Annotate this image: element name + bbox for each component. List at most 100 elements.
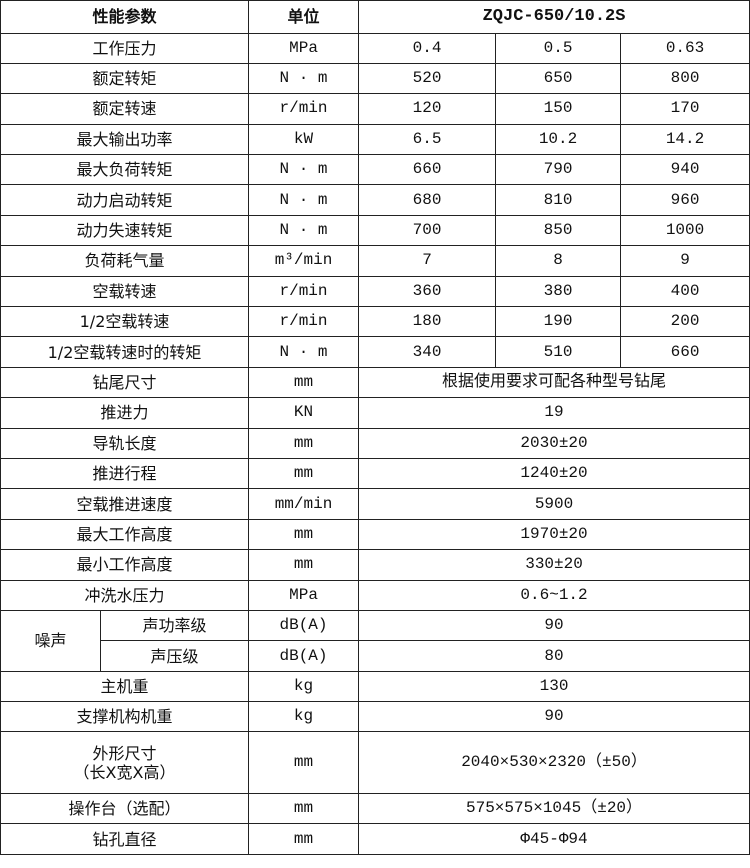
value-cell: 0.4 xyxy=(358,32,497,64)
value-cell: 90 xyxy=(358,609,750,642)
value-cell: 700 xyxy=(358,214,497,247)
unit-cell: MPa xyxy=(248,32,360,64)
param-label: 最大工作高度 xyxy=(0,518,250,551)
table-row: 工作压力 MPa 0.4 0.5 0.63 xyxy=(0,32,750,64)
param-label: 推进力 xyxy=(0,397,250,429)
unit-cell: dB(A) xyxy=(248,609,360,642)
value-cell: 200 xyxy=(620,306,750,338)
value-cell: 790 xyxy=(495,154,622,186)
unit-cell: mm/min xyxy=(248,488,360,520)
value-cell: 510 xyxy=(495,336,622,368)
header-model: ZQJC-650/10.2S xyxy=(358,0,750,34)
value-cell: 2030±20 xyxy=(358,427,750,459)
param-label: 1/2空载转速时的转矩 xyxy=(0,336,250,368)
value-cell: 120 xyxy=(358,93,497,125)
table-row: 空载转速 r/min 360 380 400 xyxy=(0,275,750,308)
value-cell: 380 xyxy=(495,275,622,308)
param-label: 额定转速 xyxy=(0,93,250,125)
unit-cell: r/min xyxy=(248,93,360,125)
unit-cell: mm xyxy=(248,731,360,794)
unit-cell: N · m xyxy=(248,214,360,247)
table-row: 最小工作高度 mm 330±20 xyxy=(0,549,750,581)
table-row: 推进力 KN 19 xyxy=(0,397,750,429)
param-label: 冲洗水压力 xyxy=(0,579,250,611)
table-row: 额定转速 r/min 120 150 170 xyxy=(0,93,750,125)
param-label: 外形尺寸 （长X宽X高） xyxy=(0,731,250,794)
param-label: 声压级 xyxy=(99,640,250,672)
unit-cell: mm xyxy=(248,518,360,551)
table-row: 空载推进速度 mm/min 5900 xyxy=(0,488,750,520)
value-cell: 0.63 xyxy=(620,32,750,64)
unit-cell: N · m xyxy=(248,184,360,216)
unit-cell: mm xyxy=(248,823,360,855)
param-label: 工作压力 xyxy=(0,32,250,64)
unit-cell: mm xyxy=(248,366,360,399)
value-cell: 9 xyxy=(620,245,750,277)
value-cell: 0.5 xyxy=(495,32,622,64)
table-row: 1/2空载转速 r/min 180 190 200 xyxy=(0,306,750,338)
param-label: 动力启动转矩 xyxy=(0,184,250,216)
table-row: 动力失速转矩 N · m 700 850 1000 xyxy=(0,214,750,247)
noise-row: 噪声 声功率级 dB(A) 90 xyxy=(0,609,750,672)
param-label: 声功率级 xyxy=(99,609,250,642)
table-row: 最大输出功率 kW 6.5 10.2 14.2 xyxy=(0,123,750,156)
value-cell: 180 xyxy=(358,306,497,338)
table-row: 支撑机构机重 kg 90 xyxy=(0,701,750,733)
param-label: 导轨长度 xyxy=(0,427,250,459)
param-label: 最小工作高度 xyxy=(0,549,250,581)
param-label: 最大负荷转矩 xyxy=(0,154,250,186)
value-cell: 5900 xyxy=(358,488,750,520)
unit-cell: mm xyxy=(248,427,360,459)
table-row: 导轨长度 mm 2030±20 xyxy=(0,427,750,459)
table-row: 最大工作高度 mm 1970±20 xyxy=(0,518,750,551)
param-label: 额定转矩 xyxy=(0,62,250,95)
value-cell: 14.2 xyxy=(620,123,750,156)
table-row: 最大负荷转矩 N · m 660 790 940 xyxy=(0,154,750,186)
value-cell: 800 xyxy=(620,62,750,95)
value-cell: 19 xyxy=(358,397,750,429)
value-cell: 90 xyxy=(358,701,750,733)
unit-cell: MPa xyxy=(248,579,360,611)
value-cell: 2040×530×2320（±50） xyxy=(358,731,750,794)
unit-cell: r/min xyxy=(248,275,360,308)
value-cell: 130 xyxy=(358,670,750,703)
table-row: 动力启动转矩 N · m 680 810 960 xyxy=(0,184,750,216)
unit-cell: N · m xyxy=(248,154,360,186)
value-cell: 8 xyxy=(495,245,622,277)
table-row: 主机重 kg 130 xyxy=(0,670,750,703)
noise-group-label: 噪声 xyxy=(0,609,101,672)
param-label: 空载推进速度 xyxy=(0,488,250,520)
unit-cell: N · m xyxy=(248,336,360,368)
param-label: 主机重 xyxy=(0,670,250,703)
param-label: 负荷耗气量 xyxy=(0,245,250,277)
value-cell: 1000 xyxy=(620,214,750,247)
value-cell: 1240±20 xyxy=(358,457,750,490)
value-cell: 400 xyxy=(620,275,750,308)
value-cell: 660 xyxy=(358,154,497,186)
value-cell: 330±20 xyxy=(358,549,750,581)
unit-cell: kW xyxy=(248,123,360,156)
unit-cell: kg xyxy=(248,701,360,733)
value-cell: 7 xyxy=(358,245,497,277)
unit-cell: N · m xyxy=(248,62,360,95)
unit-cell: mm xyxy=(248,457,360,490)
value-cell: 6.5 xyxy=(358,123,497,156)
table-row: 钻尾尺寸 mm 根据使用要求可配各种型号钻尾 xyxy=(0,366,750,399)
table-row: 负荷耗气量 m³/min 7 8 9 xyxy=(0,245,750,277)
value-cell: 80 xyxy=(358,640,750,672)
value-cell: 0.6~1.2 xyxy=(358,579,750,611)
param-label: 支撑机构机重 xyxy=(0,701,250,733)
unit-cell: KN xyxy=(248,397,360,429)
param-label: 最大输出功率 xyxy=(0,123,250,156)
header-param: 性能参数 xyxy=(0,0,250,34)
value-cell: 810 xyxy=(495,184,622,216)
table-row: 1/2空载转速时的转矩 N · m 340 510 660 xyxy=(0,336,750,368)
value-cell: 340 xyxy=(358,336,497,368)
unit-cell: m³/min xyxy=(248,245,360,277)
value-cell: 660 xyxy=(620,336,750,368)
table-row: 额定转矩 N · m 520 650 800 xyxy=(0,62,750,95)
value-cell: 1970±20 xyxy=(358,518,750,551)
table-row: 推进行程 mm 1240±20 xyxy=(0,457,750,490)
param-label: 1/2空载转速 xyxy=(0,306,250,338)
value-cell: 10.2 xyxy=(495,123,622,156)
